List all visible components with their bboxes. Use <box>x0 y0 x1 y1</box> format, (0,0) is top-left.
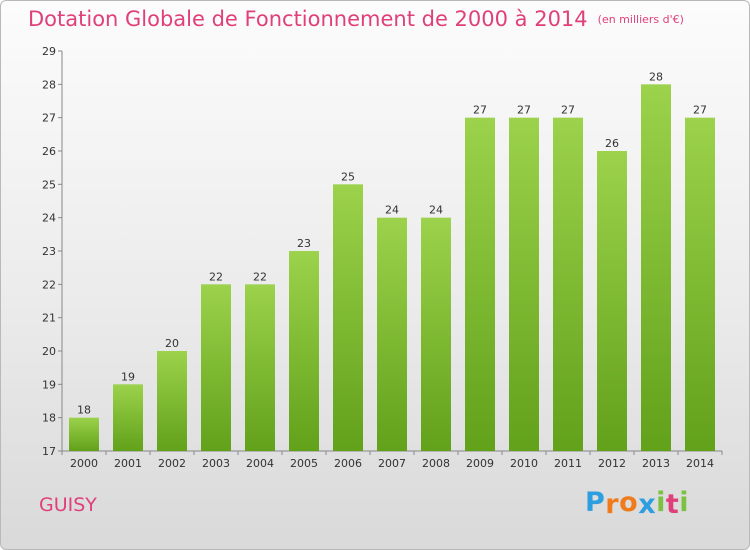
y-tick-label: 27 <box>42 112 56 125</box>
value-label-2003: 22 <box>209 270 223 283</box>
logo-letter: t <box>665 489 680 520</box>
bar-2003 <box>201 284 231 451</box>
x-tick-label-2005: 2005 <box>290 457 318 470</box>
x-tick-label-2007: 2007 <box>378 457 406 470</box>
value-label-2006: 25 <box>341 170 355 183</box>
x-tick-label-2012: 2012 <box>598 457 626 470</box>
value-label-2000: 18 <box>77 404 91 417</box>
value-label-2010: 27 <box>517 104 531 117</box>
proxiti-logo[interactable]: Proxiti <box>585 487 690 520</box>
title-unit: (en milliers d'€) <box>597 13 684 26</box>
y-tick-label: 17 <box>42 445 56 458</box>
x-tick-label-2014: 2014 <box>686 457 714 470</box>
value-label-2005: 23 <box>297 237 311 250</box>
y-tick-label: 18 <box>42 412 56 425</box>
x-tick-label-2003: 2003 <box>202 457 230 470</box>
y-tick-label: 22 <box>42 278 56 291</box>
value-label-2007: 24 <box>385 204 399 217</box>
logo-letter: i <box>656 487 666 518</box>
value-label-2004: 22 <box>253 270 267 283</box>
y-tick-label: 28 <box>42 78 56 91</box>
value-label-2001: 19 <box>121 370 135 383</box>
bar-2007 <box>377 217 407 451</box>
bar-2000 <box>69 417 99 451</box>
bar-2014 <box>685 117 715 452</box>
logo-letter: x <box>638 489 657 520</box>
x-tick-label-2002: 2002 <box>158 457 186 470</box>
y-tick-label: 19 <box>42 378 56 391</box>
logo-letter: i <box>679 487 690 518</box>
bars: 18 19 20 22 22 23 25 24 24 27 27 27 26 28 27 <box>69 70 715 452</box>
bar-2004 <box>245 284 275 451</box>
value-label-2011: 27 <box>561 104 575 117</box>
value-label-2014: 27 <box>693 104 707 117</box>
bar-2009 <box>465 117 495 452</box>
y-tick-label: 24 <box>42 212 56 225</box>
x-tick-label-2010: 2010 <box>510 457 538 470</box>
y-tick-label: 29 <box>42 45 56 58</box>
y-tick-label: 23 <box>42 245 56 258</box>
bar-2002 <box>157 351 187 451</box>
x-tick-label-2006: 2006 <box>334 457 362 470</box>
x-tick-label-2004: 2004 <box>246 457 274 470</box>
bar-2001 <box>113 384 143 451</box>
bar-2006 <box>333 184 363 452</box>
x-tick-label-2009: 2009 <box>466 457 494 470</box>
x-tick-label-2008: 2008 <box>422 457 450 470</box>
logo-letter: P <box>585 487 606 518</box>
bar-2012 <box>597 151 627 451</box>
y-tick-label: 21 <box>42 312 56 325</box>
chart-title: Dotation Globale de Fonctionnement de 20… <box>28 7 684 31</box>
title-main: Dotation Globale de Fonctionnement de 20… <box>28 7 588 31</box>
y-tick-label: 25 <box>42 178 56 191</box>
commune-name: GUISY <box>39 494 97 516</box>
axes: 17 18 19 20 21 22 23 24 25 26 27 28 29 2000 2001 2002 20… <box>42 45 723 470</box>
x-tick-label-2000: 2000 <box>70 457 98 470</box>
bar-2010 <box>509 117 539 452</box>
x-tick-label-2013: 2013 <box>642 457 670 470</box>
bar-2008 <box>421 217 451 451</box>
value-label-2008: 24 <box>429 204 443 217</box>
bar-2005 <box>289 251 319 451</box>
x-tick-label-2001: 2001 <box>114 457 142 470</box>
value-label-2009: 27 <box>473 104 487 117</box>
logo-letter: o <box>619 487 639 518</box>
logo-letter: r <box>605 489 620 520</box>
value-label-2013: 28 <box>649 70 663 83</box>
bar-2011 <box>553 117 583 452</box>
x-tick-label-2011: 2011 <box>554 457 582 470</box>
y-tick-label: 20 <box>42 345 56 358</box>
value-label-2002: 20 <box>165 337 179 350</box>
bar-2013 <box>641 84 671 451</box>
y-tick-label: 26 <box>42 145 56 158</box>
value-label-2012: 26 <box>605 137 619 150</box>
